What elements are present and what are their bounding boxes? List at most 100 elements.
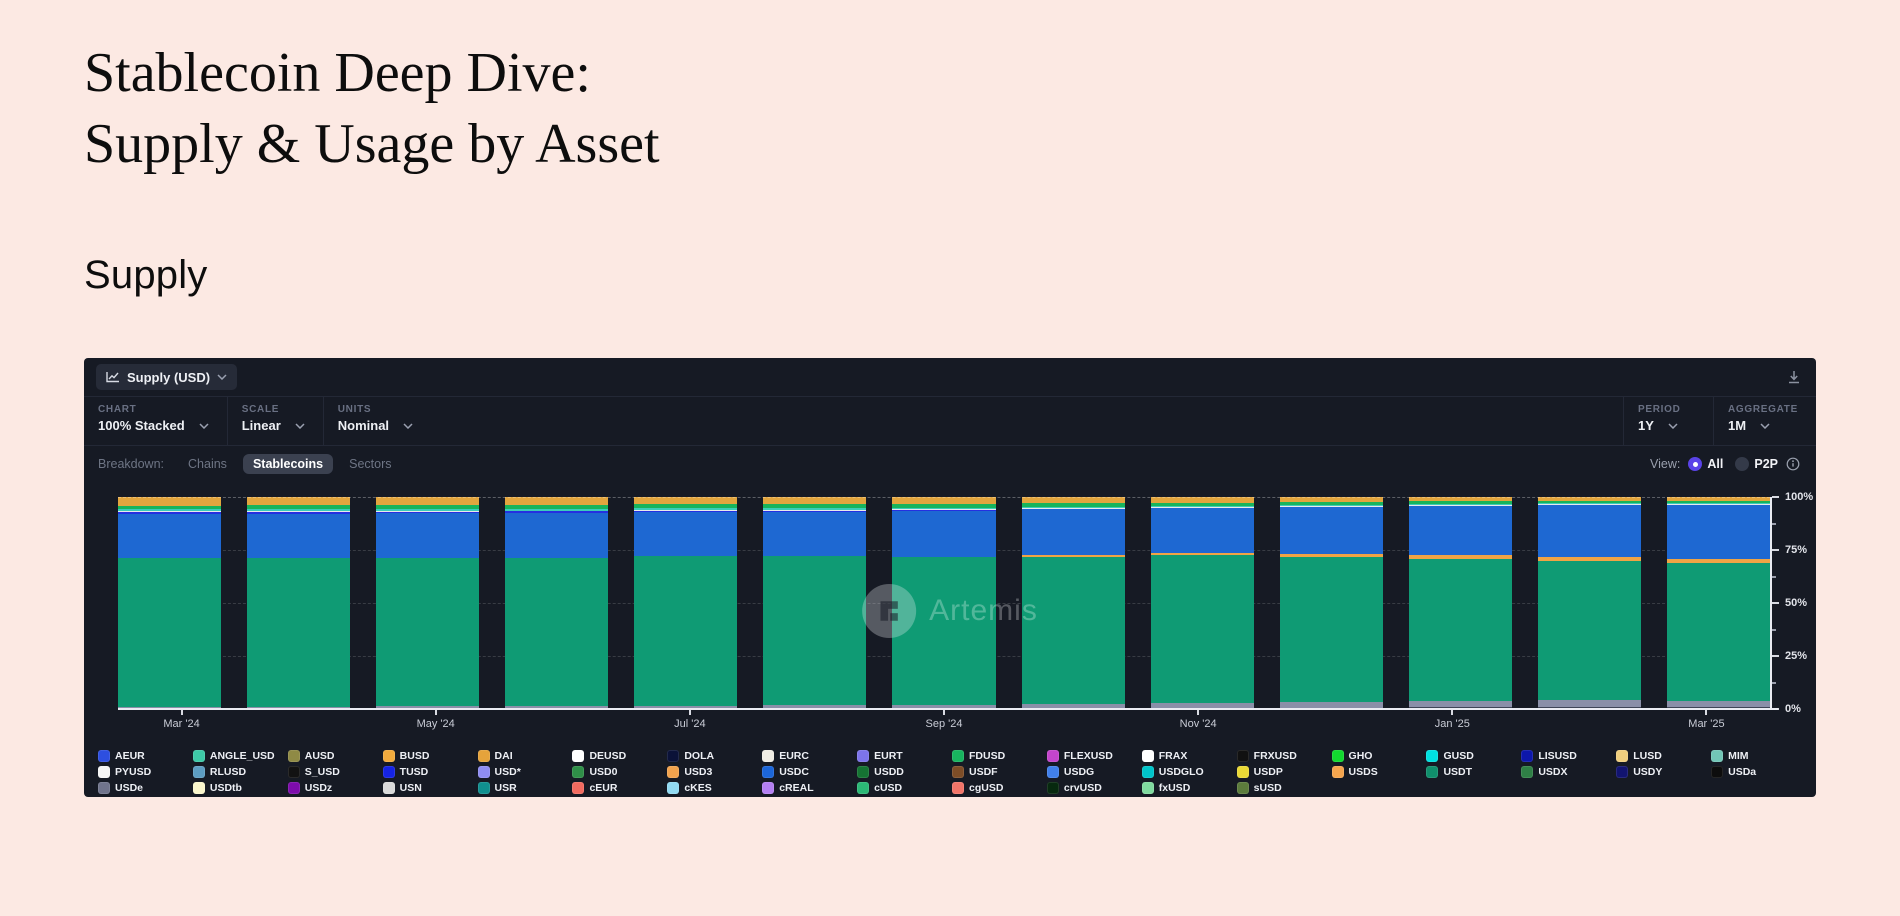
bar-segment-gusd[interactable] xyxy=(763,508,867,510)
legend-item-usdg[interactable]: USDG xyxy=(1046,766,1136,779)
legend-item-creal[interactable]: cREAL xyxy=(762,782,851,795)
bar-segment-usdt[interactable] xyxy=(247,557,351,707)
bar-segment-usds[interactable] xyxy=(1666,558,1771,563)
bar-segment-usdc[interactable] xyxy=(1279,507,1383,554)
bar-segment-frax[interactable] xyxy=(118,510,222,512)
legend-item-usdtb[interactable]: USDtb xyxy=(192,782,282,795)
control-scale[interactable]: SCALE Linear xyxy=(228,397,324,446)
bar-segment-usdt[interactable] xyxy=(1408,558,1512,701)
bar-segment-fdusd[interactable] xyxy=(1279,501,1383,505)
bar-jul24[interactable] xyxy=(634,497,738,710)
view-radio-p2p[interactable]: P2P xyxy=(1735,457,1778,472)
legend-item-gusd[interactable]: GUSD xyxy=(1426,750,1515,763)
control-period[interactable]: PERIOD 1Y xyxy=(1624,397,1714,446)
view-radio-all[interactable]: All xyxy=(1688,457,1723,472)
bar-segment-gusd[interactable] xyxy=(1279,504,1383,507)
bar-segment-usdt[interactable] xyxy=(118,558,222,707)
breakdown-option-chains[interactable]: Chains xyxy=(188,457,227,472)
bar-jun24[interactable] xyxy=(505,497,609,710)
metric-selector-button[interactable]: Supply (USD) xyxy=(96,364,238,391)
bar-segment-usds[interactable] xyxy=(1408,555,1512,559)
legend-item-usdx[interactable]: USDX xyxy=(1521,766,1610,779)
bar-segment-fdusd[interactable] xyxy=(763,504,867,509)
bar-segment-usdc[interactable] xyxy=(1150,508,1254,553)
bar-mar24[interactable] xyxy=(118,497,222,710)
bar-segment-tusd[interactable] xyxy=(634,510,738,513)
breakdown-option-stablecoins[interactable]: Stablecoins xyxy=(242,454,334,475)
legend-item-dola[interactable]: DOLA xyxy=(667,750,756,763)
bar-feb25[interactable] xyxy=(1537,497,1641,710)
legend-item-cgusd[interactable]: cgUSD xyxy=(951,782,1041,795)
control-units[interactable]: UNITS Nominal xyxy=(324,397,431,445)
bar-segment-usdt[interactable] xyxy=(892,556,996,706)
bar-segment-usde[interactable] xyxy=(376,706,480,709)
bar-segment-frax[interactable] xyxy=(247,510,351,512)
bar-segment-usdc[interactable] xyxy=(247,513,351,558)
legend-item-lusd[interactable]: LUSD xyxy=(1616,750,1705,763)
bar-segment-usdt[interactable] xyxy=(1279,556,1383,702)
bar-segment-usdc[interactable] xyxy=(1021,509,1125,555)
bar-segment-gusd[interactable] xyxy=(892,507,996,510)
legend-item-frxusd[interactable]: FRXUSD xyxy=(1236,750,1326,763)
legend-item-usdp[interactable]: USDP xyxy=(1236,766,1326,779)
bar-segment-usde[interactable] xyxy=(892,705,996,709)
bar-segment-fdusd[interactable] xyxy=(1666,500,1771,503)
legend-item-ausd[interactable]: AUSD xyxy=(287,750,377,763)
bar-segment-usds[interactable] xyxy=(1021,554,1125,557)
bar-segment-usde[interactable] xyxy=(505,706,609,709)
bar-dec24[interactable] xyxy=(1279,497,1383,710)
bar-segment-usdt[interactable] xyxy=(1021,556,1125,704)
bar-segment-dai[interactable] xyxy=(892,497,996,504)
info-icon[interactable] xyxy=(1786,457,1800,471)
legend-item-usds[interactable]: USDS xyxy=(1331,766,1421,779)
bar-segment-usdc[interactable] xyxy=(1408,505,1512,555)
bar-segment-fdusd[interactable] xyxy=(505,504,609,509)
bar-segment-frax[interactable] xyxy=(892,509,996,511)
bar-segment-fdusd[interactable] xyxy=(1150,502,1254,506)
bar-segment-frax[interactable] xyxy=(1408,504,1512,506)
bar-segment-gusd[interactable] xyxy=(1408,503,1512,505)
bar-segment-fdusd[interactable] xyxy=(1021,503,1125,507)
bar-segment-usdc[interactable] xyxy=(634,512,738,557)
bar-segment-gusd[interactable] xyxy=(247,509,351,511)
bar-segment-usdt[interactable] xyxy=(1666,562,1771,701)
bar-segment-fdusd[interactable] xyxy=(376,504,480,510)
legend-item-crvusd[interactable]: crvUSD xyxy=(1046,782,1136,795)
legend-item-usdglo[interactable]: USDGLO xyxy=(1141,766,1231,779)
bar-segment-usde[interactable] xyxy=(1666,700,1771,708)
legend-item-usdy[interactable]: USDY xyxy=(1616,766,1705,779)
bar-segment-gusd[interactable] xyxy=(1021,506,1125,509)
legend-item-gho[interactable]: GHO xyxy=(1331,750,1421,763)
bar-segment-tusd[interactable] xyxy=(892,510,996,512)
bar-segment-usdt[interactable] xyxy=(763,556,867,706)
bar-segment-gusd[interactable] xyxy=(1150,505,1254,508)
bar-segment-usdt[interactable] xyxy=(1537,561,1641,701)
legend-item-pyusd[interactable]: PYUSD xyxy=(98,766,187,779)
bar-apr24[interactable] xyxy=(247,497,351,710)
bar-segment-dai[interactable] xyxy=(118,497,222,506)
bar-segment-gusd[interactable] xyxy=(1537,502,1641,505)
legend-item-usd0[interactable]: USD0 xyxy=(572,766,661,779)
bar-segment-fdusd[interactable] xyxy=(247,505,351,510)
control-chart[interactable]: CHART 100% Stacked xyxy=(84,397,228,446)
bar-segment-frax[interactable] xyxy=(505,510,609,512)
legend-item-usn[interactable]: USN xyxy=(382,782,472,795)
legend-item-usdc[interactable]: USDC xyxy=(762,766,851,779)
bar-segment-usde[interactable] xyxy=(1408,700,1512,708)
breakdown-option-sectors[interactable]: Sectors xyxy=(349,457,392,472)
bar-segment-tusd[interactable] xyxy=(505,511,609,513)
legend-item-susd[interactable]: sUSD xyxy=(1236,782,1326,795)
bar-segment-usde[interactable] xyxy=(1150,702,1254,708)
bar-segment-tusd[interactable] xyxy=(376,511,480,514)
bar-segment-usde[interactable] xyxy=(1279,701,1383,708)
bar-segment-fdusd[interactable] xyxy=(1408,501,1512,504)
legend-item-usdz[interactable]: USDz xyxy=(287,782,377,795)
legend-item-busd[interactable]: BUSD xyxy=(382,750,472,763)
legend-item-ceur[interactable]: cEUR xyxy=(572,782,661,795)
legend-item-cusd[interactable]: cUSD xyxy=(857,782,946,795)
bar-segment-frax[interactable] xyxy=(1279,506,1383,508)
control-aggregate[interactable]: AGGREGATE 1M xyxy=(1714,397,1816,445)
bar-segment-dai[interactable] xyxy=(1408,497,1512,502)
legend-item-fxusd[interactable]: fxUSD xyxy=(1141,782,1231,795)
bar-segment-usde[interactable] xyxy=(763,705,867,709)
